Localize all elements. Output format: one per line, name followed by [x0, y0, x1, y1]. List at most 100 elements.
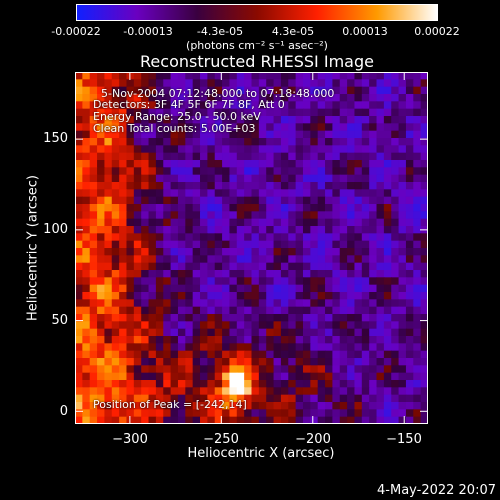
- heatmap-cell: [251, 226, 260, 234]
- heatmap-cell: [111, 409, 120, 418]
- heatmap-cell: [332, 248, 341, 256]
- heatmap-cell: [258, 160, 267, 168]
- heatmap-cell: [302, 262, 311, 271]
- heatmap-cell: [222, 226, 231, 234]
- heatmap-cell: [391, 328, 400, 337]
- heatmap-cell: [111, 255, 120, 264]
- heatmap-cell: [163, 284, 172, 293]
- heatmap-cell: [361, 321, 370, 330]
- heatmap-cell: [413, 233, 422, 242]
- heatmap-cell: [325, 72, 333, 80]
- heatmap-cell: [207, 409, 216, 418]
- heatmap-cell: [192, 226, 201, 234]
- heatmap-cell: [148, 79, 157, 88]
- heatmap-cell: [141, 218, 150, 227]
- heatmap-cell: [229, 116, 238, 124]
- heatmap-cell: [222, 380, 231, 388]
- heatmap-cell: [391, 101, 400, 110]
- heatmap-cell: [170, 358, 179, 366]
- heatmap-cell: [295, 394, 304, 403]
- heatmap-cell: [347, 218, 356, 227]
- heatmap-cell: [420, 211, 428, 220]
- heatmap-cell: [295, 204, 304, 212]
- heatmap-cell: [258, 277, 267, 286]
- heatmap-cell: [420, 292, 428, 300]
- heatmap-cell: [185, 123, 194, 132]
- heatmap-cell: [376, 416, 385, 424]
- heatmap-cell: [148, 174, 157, 183]
- heatmap-cell: [273, 314, 282, 322]
- heatmap-cell: [75, 328, 83, 337]
- heatmap-cell: [361, 211, 370, 220]
- heatmap-cell: [82, 365, 91, 374]
- heatmap-cell: [369, 116, 378, 124]
- heatmap-cell: [75, 372, 83, 381]
- heatmap-cell: [405, 145, 414, 154]
- heatmap-cell: [192, 116, 201, 124]
- heatmap-cell: [119, 292, 128, 300]
- heatmap-cell: [82, 328, 91, 337]
- heatmap-cell: [288, 218, 297, 227]
- heatmap-cell: [185, 343, 194, 352]
- heatmap-cell: [163, 394, 172, 403]
- heatmap-cell: [200, 145, 208, 154]
- heatmap-cell: [133, 130, 142, 139]
- heatmap-cell: [398, 130, 407, 139]
- heatmap-cell: [89, 211, 98, 220]
- heatmap-cell: [376, 196, 385, 205]
- heatmap-cell: [295, 196, 304, 205]
- heatmap-cell: [236, 306, 245, 315]
- heatmap-cell: [119, 306, 128, 315]
- heatmap-cell: [163, 86, 172, 95]
- heatmap-cell: [148, 204, 157, 212]
- heatmap-cell: [361, 94, 370, 102]
- heatmap-cell: [339, 270, 348, 278]
- heatmap-cell: [119, 196, 128, 205]
- heatmap-cell: [200, 174, 208, 183]
- heatmap-cell: [214, 328, 223, 337]
- heatmap-cell: [383, 350, 392, 359]
- heatmap-cell: [82, 321, 91, 330]
- heatmap-cell: [405, 262, 414, 271]
- heatmap-cell: [280, 211, 289, 220]
- heatmap-cell: [141, 182, 150, 190]
- heatmap-cell: [155, 306, 164, 315]
- heatmap-cell: [295, 86, 304, 95]
- heatmap-cell: [244, 306, 253, 315]
- heatmap-cell: [163, 380, 172, 388]
- heatmap-cell: [398, 358, 407, 366]
- heatmap-cell: [111, 86, 120, 95]
- heatmap-cell: [163, 328, 172, 337]
- heatmap-cell: [317, 336, 326, 344]
- heatmap-cell: [192, 160, 201, 168]
- heatmap-cell: [163, 321, 172, 330]
- heatmap-cell: [376, 204, 385, 212]
- heatmap-cell: [251, 270, 260, 278]
- heatmap-cell: [295, 211, 304, 220]
- heatmap-cell: [347, 402, 356, 410]
- heatmap-cell: [280, 138, 289, 146]
- heatmap-cell: [148, 116, 157, 124]
- heatmap-cell: [111, 152, 120, 161]
- heatmap-cell: [280, 174, 289, 183]
- heatmap-cell: [310, 328, 319, 337]
- heatmap-cell: [119, 321, 128, 330]
- heatmap-cell: [288, 138, 297, 146]
- heatmap-cell: [295, 130, 304, 139]
- heatmap-cell: [251, 262, 260, 271]
- heatmap-cell: [192, 292, 201, 300]
- heatmap-cell: [207, 145, 216, 154]
- heatmap-cell: [347, 314, 356, 322]
- heatmap-cell: [222, 152, 231, 161]
- heatmap-cell: [273, 328, 282, 337]
- heatmap-cell: [369, 306, 378, 315]
- heatmap-cell: [391, 402, 400, 410]
- heatmap-cell: [369, 409, 378, 418]
- heatmap-cell: [310, 218, 319, 227]
- heatmap-cell: [354, 160, 363, 168]
- heatmap-cell: [82, 138, 91, 146]
- heatmap-cell: [163, 336, 172, 344]
- heatmap-cell: [383, 314, 392, 322]
- heatmap-cell: [354, 94, 363, 102]
- heatmap-cell: [214, 240, 223, 249]
